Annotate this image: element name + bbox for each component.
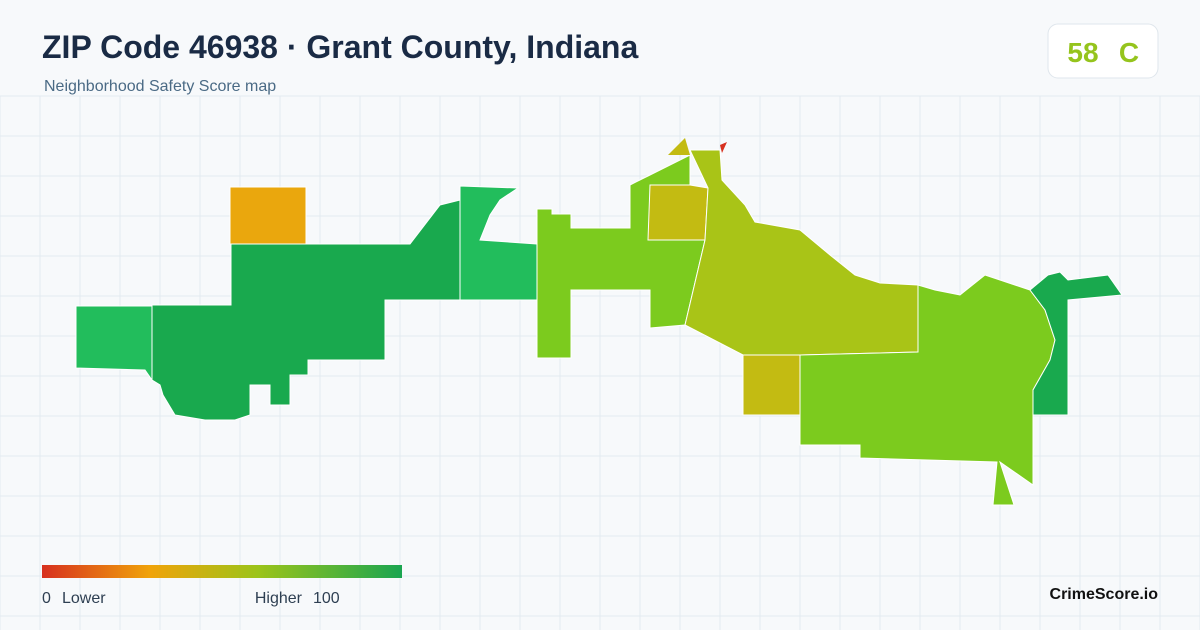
score-grade: C <box>1119 37 1139 68</box>
map-region <box>229 186 307 245</box>
map-region <box>1029 271 1123 416</box>
map <box>75 138 1123 506</box>
legend-bar <box>42 565 402 578</box>
legend-max-label: Higher <box>255 590 303 607</box>
score-value: 58 <box>1067 37 1098 68</box>
brand: CrimeScore.io <box>1050 586 1159 603</box>
legend-min: 0 <box>42 590 51 607</box>
legend-min-label: Lower <box>62 590 106 607</box>
map-region <box>647 184 709 241</box>
legend-max: 100 <box>313 590 340 607</box>
score-badge <box>1047 23 1159 79</box>
map-region <box>75 305 153 382</box>
map-region <box>720 142 727 153</box>
title: ZIP Code 46938 · Grant County, Indiana <box>42 29 638 65</box>
map-region <box>684 149 919 356</box>
map-region <box>668 138 690 155</box>
subtitle: Neighborhood Safety Score map <box>44 78 276 95</box>
map-region <box>742 354 801 416</box>
map-region <box>459 185 538 301</box>
